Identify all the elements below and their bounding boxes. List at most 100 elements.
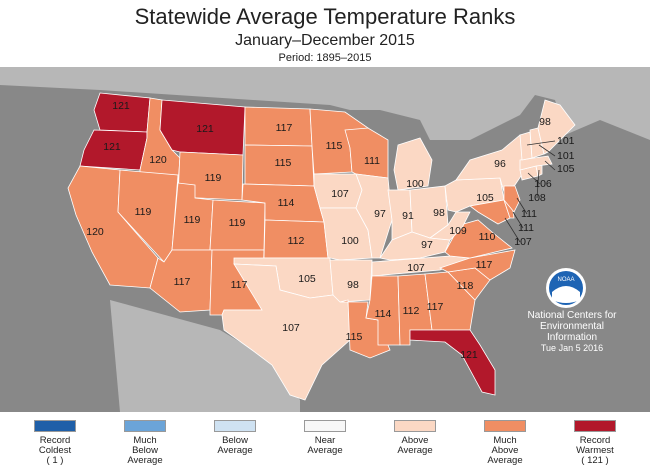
state-FL — [409, 329, 496, 396]
rank-label-in: 91 — [402, 210, 414, 222]
credit-date: Tue Jan 5 2016 — [540, 343, 604, 353]
legend-label: Much — [133, 435, 157, 446]
rank-label-vt: 101 — [557, 135, 575, 147]
rank-label-mi: 100 — [406, 178, 424, 190]
rank-label-ma: 105 — [557, 163, 575, 175]
legend-swatch — [394, 420, 436, 432]
rank-label-al: 112 — [403, 305, 420, 317]
legend-item: Below Average — [195, 418, 275, 456]
rank-label-id: 120 — [149, 154, 167, 166]
state-WV — [428, 211, 471, 241]
rank-label-az: 117 — [174, 276, 191, 288]
legend-item: Much Below Average — [105, 418, 185, 466]
map-subtitle: January–December 2015 — [235, 32, 415, 49]
credit-block: National Centers for Environmental Infor… — [512, 310, 632, 354]
rank-label-ks: 112 — [288, 235, 305, 247]
rank-label-wi: 111 — [364, 155, 380, 167]
rank-label-ms: 114 — [375, 308, 392, 320]
rank-label-sd: 115 — [275, 157, 292, 169]
rank-label-sc: 118 — [457, 280, 474, 292]
legend-swatch — [484, 420, 526, 432]
rank-label-nv: 119 — [135, 206, 152, 218]
state-MI — [393, 137, 433, 191]
rank-label-tn: 107 — [407, 262, 425, 274]
state-LA — [339, 299, 391, 359]
legend-swatch — [214, 420, 256, 432]
rank-label-nj: 111 — [521, 208, 537, 220]
rank-label-ct: 106 — [534, 178, 552, 190]
state-shapes — [67, 92, 576, 401]
legend-label: Coldest — [38, 445, 72, 456]
rank-label-wv: 109 — [449, 225, 467, 237]
noaa-logo-text: NOAA — [557, 277, 574, 283]
legend-item: Much Above Average — [465, 418, 545, 466]
state-TX — [221, 263, 351, 401]
rank-label-nd: 117 — [276, 122, 293, 134]
rank-label-la: 115 — [346, 331, 363, 343]
rank-label-ne: 114 — [278, 197, 295, 209]
rank-label-mt: 121 — [196, 123, 214, 135]
rank-label-ia: 107 — [331, 188, 349, 200]
legend-label: Much — [493, 435, 517, 446]
legend-label: Average — [487, 455, 523, 466]
rank-label-ar: 98 — [347, 279, 359, 291]
period-label: Period: 1895–2015 — [278, 52, 372, 64]
rank-label-oh: 98 — [433, 207, 445, 219]
rank-label-tx: 107 — [282, 322, 300, 334]
rank-label-ok: 105 — [298, 273, 316, 285]
legend-swatch — [34, 420, 76, 432]
state-GA — [424, 271, 476, 331]
rank-label-ky: 97 — [421, 239, 433, 251]
state-MA — [519, 155, 553, 171]
rank-label-mn: 115 — [326, 140, 343, 152]
state-NJ — [503, 185, 521, 213]
credit-line2: Environmental — [540, 321, 604, 332]
legend-swatch — [304, 420, 346, 432]
rank-label-wa: 121 — [112, 100, 130, 112]
rank-label-ca: 120 — [86, 226, 104, 238]
noaa-logo: NOAA — [546, 268, 586, 308]
legend-label: Average — [307, 445, 343, 456]
rank-label-ri: 108 — [528, 192, 546, 204]
legend-label: Record — [39, 435, 71, 446]
rank-label-nc: 117 — [476, 259, 493, 271]
legend-item: Record Coldest( 1 ) — [15, 418, 95, 466]
rank-label-me: 98 — [539, 116, 551, 128]
mexico-land — [110, 300, 300, 412]
legend-item: Above Average — [375, 418, 455, 456]
legend-label: Warmest — [576, 445, 614, 456]
rank-label-ga: 117 — [427, 301, 444, 313]
legend: Record Coldest( 1 ) Much Below Average Below A… — [0, 418, 650, 474]
legend-label: Average — [127, 455, 163, 466]
legend-swatch — [574, 420, 616, 432]
legend-label: Near — [314, 435, 336, 446]
state-ME — [537, 99, 576, 155]
rank-label-il: 97 — [374, 208, 386, 220]
legend-label: ( 121 ) — [581, 455, 609, 466]
rank-label-mo: 100 — [341, 235, 359, 247]
legend-label: Record — [579, 435, 611, 446]
leader-lines — [504, 140, 556, 243]
rank-label-nh: 101 — [557, 150, 575, 162]
state-MD — [469, 199, 511, 225]
legend-label: Below — [222, 435, 248, 446]
state-AR — [329, 259, 373, 303]
legend-label: Above — [401, 435, 429, 446]
state-NC — [438, 249, 516, 281]
rank-label-or: 121 — [103, 141, 121, 153]
rank-label-nm: 117 — [231, 279, 248, 291]
legend-item: Record Warmest( 121 ) — [555, 418, 635, 466]
rank-label-co: 119 — [229, 217, 246, 229]
legend-label: ( 1 ) — [46, 455, 64, 466]
legend-label: Average — [397, 445, 433, 456]
rank-label-wy: 119 — [205, 172, 222, 184]
rank-label-pa: 105 — [476, 192, 494, 204]
rank-label-ny: 96 — [494, 158, 506, 170]
legend-label: Below — [132, 445, 158, 456]
rank-label-md: 107 — [514, 236, 532, 248]
rank-label-ut: 119 — [184, 214, 201, 226]
state-WA — [93, 92, 151, 133]
legend-label: Average — [217, 445, 253, 456]
